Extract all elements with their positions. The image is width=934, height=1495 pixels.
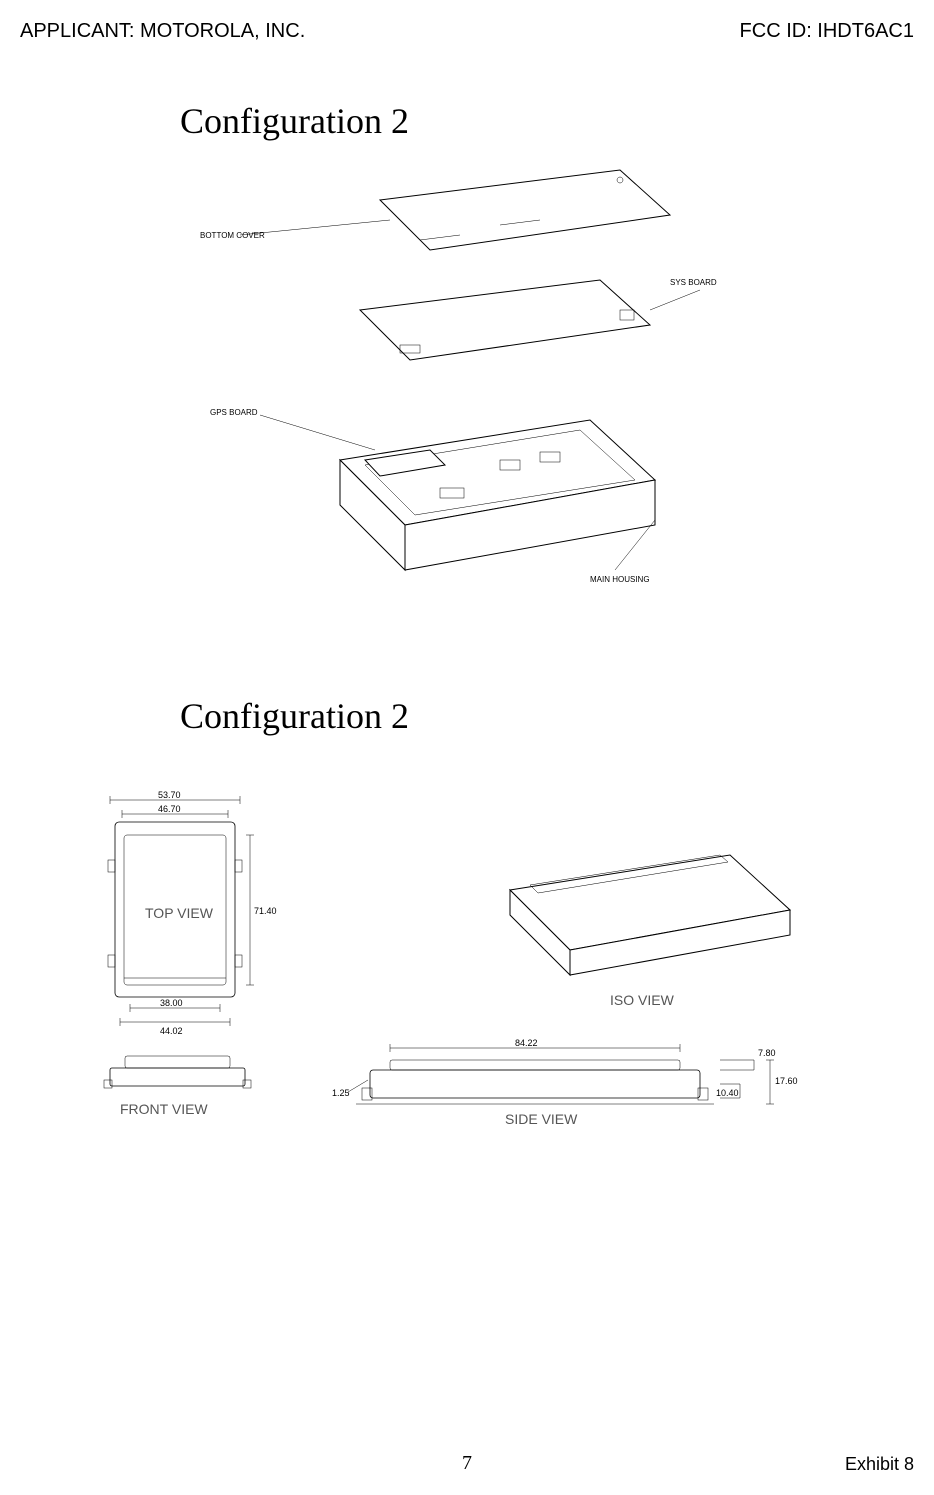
dim-top-inner-w: 46.70: [158, 804, 181, 814]
dim-top-low-w1: 38.00: [160, 998, 183, 1008]
side-view-label: SIDE VIEW: [505, 1111, 578, 1127]
dim-side-thk: 7.80: [758, 1048, 776, 1058]
main-housing-label: MAIN HOUSING: [590, 575, 650, 584]
dim-top-low-w2: 44.02: [160, 1026, 183, 1036]
figure-ortho: 53.70 46.70 TOP VIEW 71.40: [100, 790, 820, 1210]
dim-side-h: 17.60: [775, 1076, 798, 1086]
figure-exploded: BOTTOM COVER SYS BOARD GPS BOARD: [200, 160, 720, 620]
bottom-cover-label: BOTTOM COVER: [200, 231, 265, 240]
top-view: 53.70 46.70 TOP VIEW 71.40: [108, 790, 277, 1036]
iso-view: ISO VIEW: [510, 855, 790, 1008]
exhibit-label: Exhibit 8: [845, 1454, 914, 1475]
fccid-label: FCC ID: IHDT6AC1: [740, 20, 914, 43]
page-footer: Exhibit 8: [0, 1454, 934, 1475]
heading-config-1: Configuration 2: [180, 100, 409, 142]
heading-config-2: Configuration 2: [180, 695, 409, 737]
dim-top-outer-w: 53.70: [158, 790, 181, 800]
sys-board-plate: [360, 280, 650, 360]
main-housing-tray: [340, 420, 655, 570]
side-view: 84.22 1.25 7.80 17.60 10.40 SIDE VIEW: [332, 1038, 798, 1127]
dim-top-h: 71.40: [254, 906, 277, 916]
dim-side-rad: 1.25: [332, 1088, 350, 1098]
top-view-label: TOP VIEW: [145, 905, 214, 921]
bottom-cover-plate: [380, 170, 670, 250]
sys-board-label: SYS BOARD: [670, 278, 717, 287]
dim-side-sub: 10.40: [716, 1088, 739, 1098]
front-view-label: FRONT VIEW: [120, 1101, 208, 1117]
applicant-label: APPLICANT: MOTOROLA, INC.: [20, 20, 305, 43]
page-header: APPLICANT: MOTOROLA, INC. FCC ID: IHDT6A…: [0, 20, 934, 43]
iso-view-label: ISO VIEW: [610, 992, 675, 1008]
front-view: FRONT VIEW: [104, 1056, 251, 1117]
gps-board-label: GPS BOARD: [210, 408, 258, 417]
dim-side-len: 84.22: [515, 1038, 538, 1048]
